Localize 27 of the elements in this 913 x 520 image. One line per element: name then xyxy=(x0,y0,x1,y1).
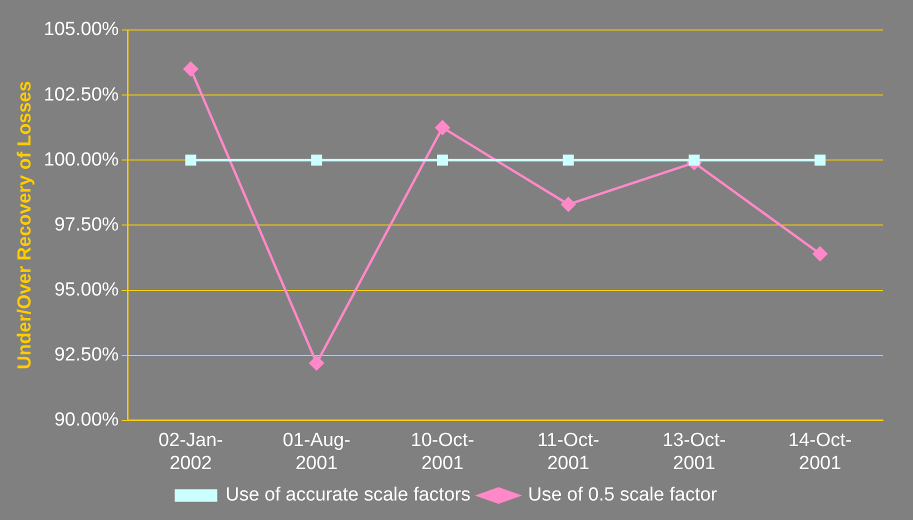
point xyxy=(436,154,448,166)
point xyxy=(435,120,450,135)
y-tick-label: 102.50% xyxy=(44,84,119,106)
y-tick-label: 100.00% xyxy=(44,149,119,170)
x-tick-label: 13-Oct-2001 xyxy=(662,430,726,474)
point xyxy=(562,154,574,166)
y-axis-title: Under/Over Recovery of Losses xyxy=(14,81,36,370)
x-tick-label: 11-Oct-2001 xyxy=(537,430,600,474)
y-tick-label: 90.00% xyxy=(54,410,119,431)
y-tick-label: 92.50% xyxy=(54,344,119,366)
point xyxy=(814,154,826,166)
point xyxy=(185,154,196,166)
x-tick-label: 01-Aug-2001 xyxy=(282,430,350,474)
point xyxy=(688,154,700,166)
y-tick-label: 105.00% xyxy=(44,19,119,40)
legend-label: Use of accurate scale factors xyxy=(225,484,470,506)
x-tick-label: 10-Oct-2001 xyxy=(410,430,474,474)
y-tick-label: 95.00% xyxy=(54,280,119,300)
point xyxy=(183,62,198,76)
x-tick-label: 14-Oct-2001 xyxy=(788,430,852,474)
x-tick-label: 02-Jan-2002 xyxy=(158,430,223,474)
y-tick-label: 97.50% xyxy=(54,214,119,236)
point xyxy=(309,356,324,370)
point xyxy=(812,246,828,262)
legend-label: Use of 0.5 scale factor xyxy=(528,484,718,506)
point xyxy=(311,154,322,166)
point xyxy=(561,197,576,212)
